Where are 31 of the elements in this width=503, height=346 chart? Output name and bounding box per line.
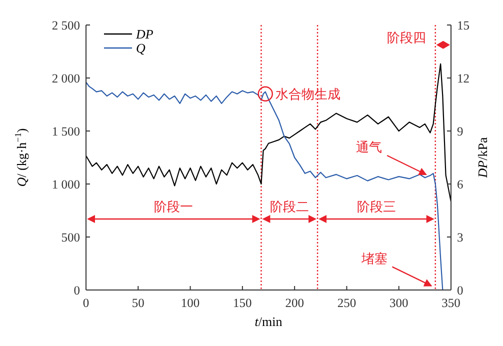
y-tick-label: 0 [74,284,80,298]
y-tick-label: 500 [61,230,80,244]
y2-tick-label: 12 [457,72,470,86]
y-tick-label: 1 500 [52,124,80,138]
y2-axis-title: DP/kPa [475,137,490,179]
y2-tick-label: 0 [457,284,464,298]
annotation: 阶段三 [356,198,396,214]
x-tick-label: 300 [389,296,408,310]
y-tick-label: 1 000 [52,178,80,192]
annotation: 阶段四 [386,30,426,45]
annotation: 阶段二 [270,198,309,214]
y2-tick-label: 9 [457,124,464,138]
x-tick-label: 250 [337,296,356,310]
x-axis-title: t/min [254,314,283,329]
annotation: 阶段一 [154,198,194,214]
legend-label: Q [136,40,146,56]
x-tick-label: 150 [233,296,252,310]
x-tick-label: 100 [180,296,200,310]
y-tick-label: 2 000 [52,72,80,86]
y2-tick-label: 3 [457,230,464,244]
annotation: 堵塞 [360,250,388,266]
y-tick-label: 2 500 [52,18,80,32]
x-tick-label: 0 [82,296,90,310]
legend-label: DP [135,26,154,42]
y2-tick-label: 6 [457,178,464,192]
x-tick-label: 50 [132,296,144,310]
annotation: 通气 [356,140,382,155]
x-tick-label: 200 [285,296,304,310]
line-series [85,63,452,202]
y2-tick-label: 15 [457,18,470,32]
x-tick-label: 350 [442,296,460,310]
